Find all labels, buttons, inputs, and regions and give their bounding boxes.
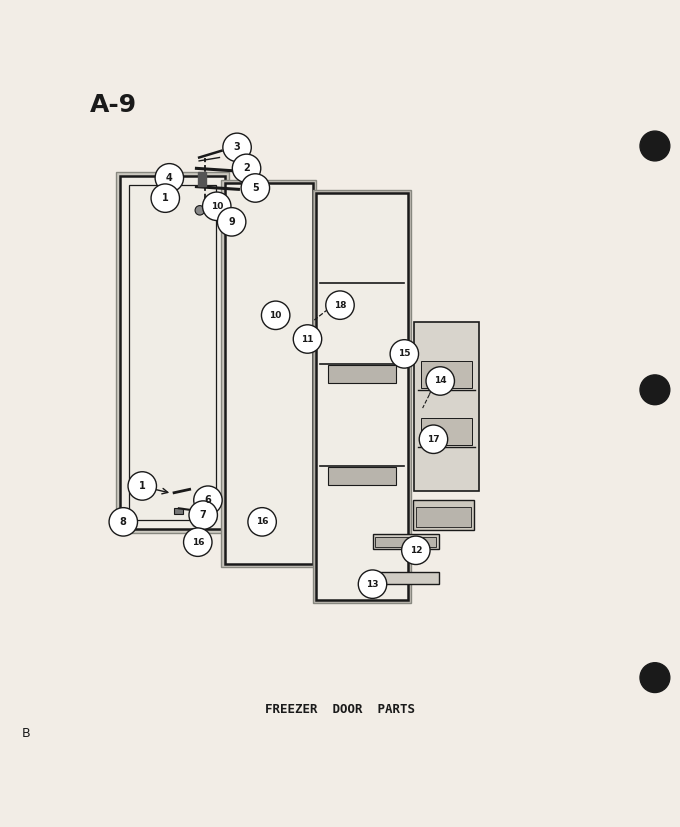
Text: 8: 8	[120, 517, 126, 527]
Text: 17: 17	[427, 435, 440, 444]
Circle shape	[195, 206, 205, 215]
FancyBboxPatch shape	[120, 176, 225, 528]
FancyBboxPatch shape	[416, 507, 471, 528]
Text: A-9: A-9	[90, 93, 137, 117]
FancyBboxPatch shape	[328, 467, 396, 485]
Text: B: B	[22, 727, 31, 740]
Circle shape	[218, 208, 246, 236]
Circle shape	[128, 471, 156, 500]
Text: 13: 13	[367, 580, 379, 589]
Circle shape	[261, 301, 290, 329]
Text: 15: 15	[398, 349, 411, 358]
Circle shape	[640, 662, 670, 692]
FancyBboxPatch shape	[373, 572, 439, 584]
FancyBboxPatch shape	[413, 500, 474, 530]
Circle shape	[640, 131, 670, 161]
Circle shape	[402, 536, 430, 565]
Text: 3: 3	[234, 142, 241, 152]
Text: 6: 6	[205, 495, 211, 505]
Text: 14: 14	[434, 376, 447, 385]
FancyBboxPatch shape	[174, 509, 183, 514]
Text: 2: 2	[243, 164, 250, 174]
Circle shape	[426, 366, 454, 395]
FancyBboxPatch shape	[422, 361, 472, 388]
Circle shape	[151, 184, 180, 213]
Text: 4: 4	[166, 173, 173, 183]
Text: 12: 12	[409, 546, 422, 555]
Text: 16: 16	[192, 538, 204, 547]
Circle shape	[241, 174, 269, 203]
Circle shape	[194, 486, 222, 514]
Circle shape	[155, 164, 184, 192]
Text: 9: 9	[228, 217, 235, 227]
FancyBboxPatch shape	[373, 534, 439, 549]
Circle shape	[248, 508, 276, 536]
Text: 18: 18	[334, 301, 346, 309]
Circle shape	[203, 192, 231, 221]
Circle shape	[390, 340, 419, 368]
Circle shape	[420, 425, 447, 453]
FancyBboxPatch shape	[225, 184, 313, 564]
Circle shape	[293, 325, 322, 353]
Circle shape	[189, 501, 218, 529]
Text: 1: 1	[162, 194, 169, 203]
Text: 10: 10	[211, 202, 223, 211]
Text: 16: 16	[256, 518, 269, 526]
Circle shape	[640, 375, 670, 404]
FancyBboxPatch shape	[129, 185, 216, 520]
Circle shape	[109, 508, 137, 536]
Text: 5: 5	[252, 183, 258, 193]
Polygon shape	[198, 172, 206, 186]
Text: 7: 7	[200, 510, 207, 520]
FancyBboxPatch shape	[328, 366, 396, 383]
FancyBboxPatch shape	[116, 172, 229, 533]
FancyBboxPatch shape	[375, 538, 436, 547]
Text: 10: 10	[269, 311, 282, 320]
Circle shape	[223, 133, 252, 161]
Text: FREEZER  DOOR  PARTS: FREEZER DOOR PARTS	[265, 703, 415, 716]
FancyBboxPatch shape	[222, 179, 316, 567]
FancyBboxPatch shape	[316, 194, 408, 600]
FancyBboxPatch shape	[313, 190, 411, 603]
FancyBboxPatch shape	[422, 418, 472, 445]
Circle shape	[367, 572, 379, 584]
FancyBboxPatch shape	[415, 322, 479, 491]
Circle shape	[233, 154, 260, 183]
Text: 11: 11	[301, 334, 313, 343]
Circle shape	[184, 528, 212, 557]
Circle shape	[326, 291, 354, 319]
Text: 1: 1	[139, 481, 146, 491]
Circle shape	[358, 570, 387, 599]
